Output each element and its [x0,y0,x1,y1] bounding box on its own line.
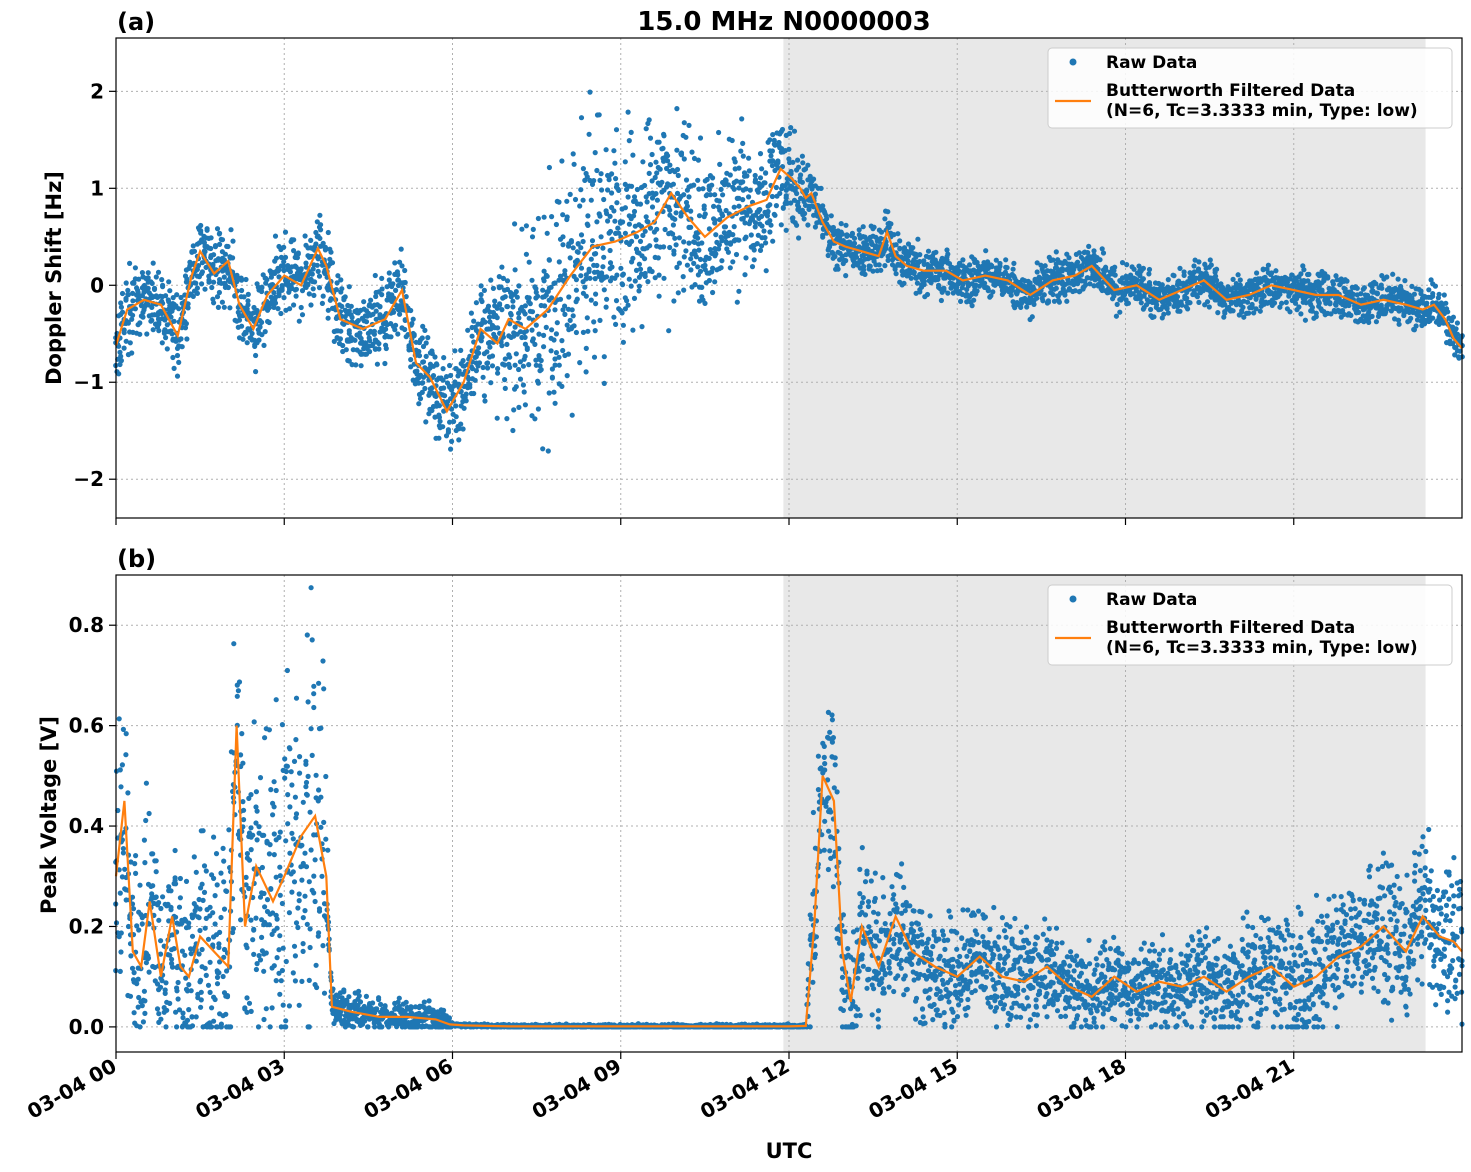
panel-b: 0.0 0.2 0.4 0.6 0.8 03-04 00 03-04 03 03-04 06… [23,574,1465,1124]
y-tick-label-2: 0 [90,273,104,297]
x-tick-label-2: 03-04 06 [359,1054,457,1124]
panel-a-legend: Raw Data Butterworth Filtered Data (N=6,… [1047,47,1453,129]
panel-b-legend-raw-label: Raw Data [1106,590,1197,610]
y-tick-label-4: 2 [90,79,104,103]
y-tick-label-1: 0.2 [69,914,104,938]
panel-b-filtered-line [114,725,1463,1028]
panel-a-ylabel: Doppler Shift [Hz] [42,171,66,385]
panel-b-x-ticks: 03-04 00 03-04 03 03-04 06 03-04 09 03-04 12… [23,1052,1298,1124]
panel-a-legend-raw-label: Raw Data [1106,53,1197,73]
x-tick-label-7: 03-04 21 [1201,1054,1299,1124]
panel-a-legend-filtered-label-2: (N=6, Tc=3.3333 min, Type: low) [1106,101,1418,121]
panel-a-y-ticks: −2 −1 0 1 2 [73,79,116,491]
y-tick-label-3: 0.6 [69,714,104,738]
x-tick-label-3: 03-04 09 [528,1054,626,1124]
x-tick-label-0: 03-04 00 [23,1054,121,1124]
y-tick-label-1: −1 [73,370,104,394]
panel-a-legend-raw-marker [1069,58,1077,66]
y-tick-label-2: 0.4 [69,814,104,838]
panel-a-raw-scatter [113,89,1465,454]
x-tick-label-1: 03-04 03 [191,1054,289,1124]
x-tick-label-5: 03-04 15 [864,1054,962,1124]
panel-a: −2 −1 0 1 2 Doppler Shift [Hz] Raw Data Butt… [42,37,1465,525]
panel-b-y-ticks: 0.0 0.2 0.4 0.6 0.8 [69,613,116,1039]
panel-b-legend-filtered-label-1: Butterworth Filtered Data [1106,618,1355,638]
figure-title: 15.0 MHz N0000003 [637,7,930,37]
panel-b-legend: Raw Data Butterworth Filtered Data (N=6,… [1047,584,1453,666]
panel-a-filtered-line [114,167,1463,414]
panel-b-legend-box [1047,584,1453,666]
panel-label-b: (b) [117,545,156,573]
y-tick-label-0: −2 [73,467,104,491]
y-tick-label-3: 1 [90,176,104,200]
panel-b-legend-filtered-label-2: (N=6, Tc=3.3333 min, Type: low) [1106,638,1418,658]
panel-label-a: (a) [117,8,155,36]
panel-b-legend-raw-marker [1069,595,1077,603]
panel-a-x-ticks [115,518,1295,525]
panel-b-ylabel: Peak Voltage [V] [37,716,61,914]
panel-a-legend-box [1047,47,1453,129]
y-tick-label-4: 0.8 [69,613,104,637]
x-tick-label-4: 03-04 12 [696,1054,794,1124]
panel-a-legend-filtered-label-1: Butterworth Filtered Data [1106,81,1355,101]
x-tick-label-6: 03-04 18 [1032,1054,1130,1124]
y-tick-label-0: 0.0 [69,1015,104,1039]
x-axis-label: UTC [766,1139,813,1163]
raw-data-points [113,89,1465,454]
